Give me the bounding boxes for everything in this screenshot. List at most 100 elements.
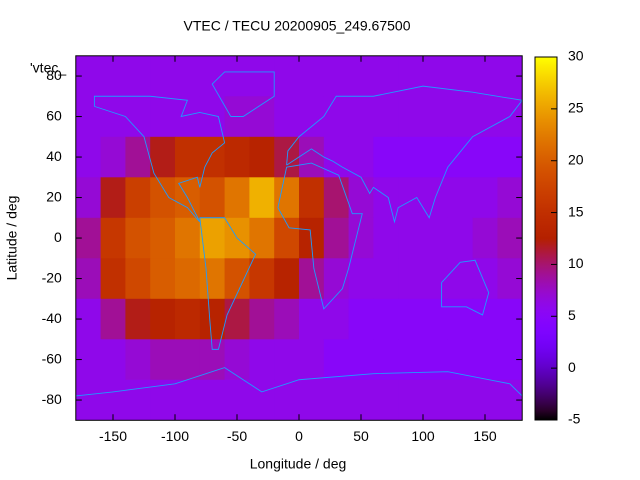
heat-cell [348, 298, 374, 340]
y-tick-label: -20 [42, 269, 62, 285]
heat-cell [447, 136, 474, 178]
heat-cell [423, 379, 449, 421]
heat-cell [323, 217, 350, 259]
heat-cell [398, 339, 424, 381]
heat-cell [125, 258, 151, 300]
heat-cell [100, 339, 126, 381]
heat-cell [447, 96, 474, 138]
coastline [287, 86, 523, 222]
heat-cell [125, 136, 151, 178]
heat-cell [299, 177, 325, 219]
heat-cell [274, 96, 300, 138]
heat-cell [423, 136, 449, 178]
heat-cell [100, 217, 126, 259]
heat-cell [447, 298, 474, 340]
heat-cell [224, 298, 250, 340]
heat-cell [373, 258, 399, 300]
heat-cell [224, 177, 250, 219]
heat-cell [398, 96, 424, 138]
heat-cell [100, 177, 126, 219]
heat-cell [348, 379, 374, 421]
heat-cell [100, 258, 126, 300]
heat-cell [125, 177, 151, 219]
heat-cell [100, 96, 126, 138]
heat-cell [299, 96, 325, 138]
heat-cell [150, 96, 176, 138]
heat-cell [323, 258, 350, 300]
heat-cell [175, 136, 201, 178]
legend-label: 'vtec_ [30, 60, 66, 76]
y-tick-label: 20 [46, 188, 62, 204]
heat-cell [125, 298, 151, 340]
heat-cell [398, 258, 424, 300]
heat-cell [299, 136, 325, 178]
heat-cell [175, 379, 201, 421]
heat-cell [447, 379, 474, 421]
heat-cell [348, 136, 374, 178]
heat-cell [348, 258, 374, 300]
heat-cell [373, 379, 399, 421]
heat-cell [373, 339, 399, 381]
heat-cell [100, 136, 126, 178]
heat-cell [348, 96, 374, 138]
coastline [76, 368, 522, 396]
heat-cell [472, 96, 498, 138]
heat-cell [299, 55, 325, 97]
y-tick-label: 80 [46, 67, 62, 83]
heat-cell [249, 258, 275, 300]
heat-cell [224, 379, 250, 421]
heat-cell [100, 55, 126, 97]
heat-cell [175, 298, 201, 340]
y-tick-label: 40 [46, 148, 62, 164]
heat-cell [472, 217, 498, 259]
heat-cell [150, 339, 176, 381]
heat-cell [398, 217, 424, 259]
y-tick-label: -40 [42, 310, 62, 326]
y-tick-label: 60 [46, 107, 62, 123]
heat-cell [299, 258, 325, 300]
heat-cell [100, 379, 126, 421]
heat-cell [199, 217, 226, 259]
heat-cell [150, 217, 176, 259]
heat-cell [348, 339, 374, 381]
heat-cell [299, 217, 325, 259]
heat-cell [150, 136, 176, 178]
heat-cell [472, 136, 498, 178]
heat-cell [323, 177, 350, 219]
heat-cell [249, 55, 275, 97]
x-tick-label: 0 [295, 428, 303, 444]
y-tick-label: -60 [42, 350, 62, 366]
heat-cell [423, 55, 449, 97]
heat-cell [299, 298, 325, 340]
heat-cell [323, 136, 350, 178]
heat-cell [199, 96, 226, 138]
heat-cell [472, 379, 498, 421]
heat-cell [249, 298, 275, 340]
heat-cell [323, 96, 350, 138]
coastline [442, 260, 489, 315]
heat-cell [150, 379, 176, 421]
colorbar-tick-label: -5 [568, 411, 581, 427]
colorbar-tick-label: 30 [568, 48, 584, 64]
coastline [94, 96, 224, 222]
heat-cell [274, 177, 300, 219]
heat-cell [323, 379, 350, 421]
colorbar-tick-label: 0 [568, 359, 576, 375]
heat-cell [398, 136, 424, 178]
x-tick-label: -50 [227, 428, 247, 444]
heat-cell [175, 96, 201, 138]
colorbar-tick-label: 15 [568, 203, 584, 219]
heat-cell [199, 177, 226, 219]
heat-cell [274, 298, 300, 340]
heat-cell [249, 177, 275, 219]
coastline [200, 218, 256, 350]
heat-cell [199, 258, 226, 300]
heat-cell [348, 55, 374, 97]
heat-cell [373, 136, 399, 178]
x-tick-label: 50 [353, 428, 369, 444]
heat-cell [274, 55, 300, 97]
heat-cell [373, 177, 399, 219]
chart-title: VTEC / TECU 20200905_249.67500 [183, 18, 410, 34]
